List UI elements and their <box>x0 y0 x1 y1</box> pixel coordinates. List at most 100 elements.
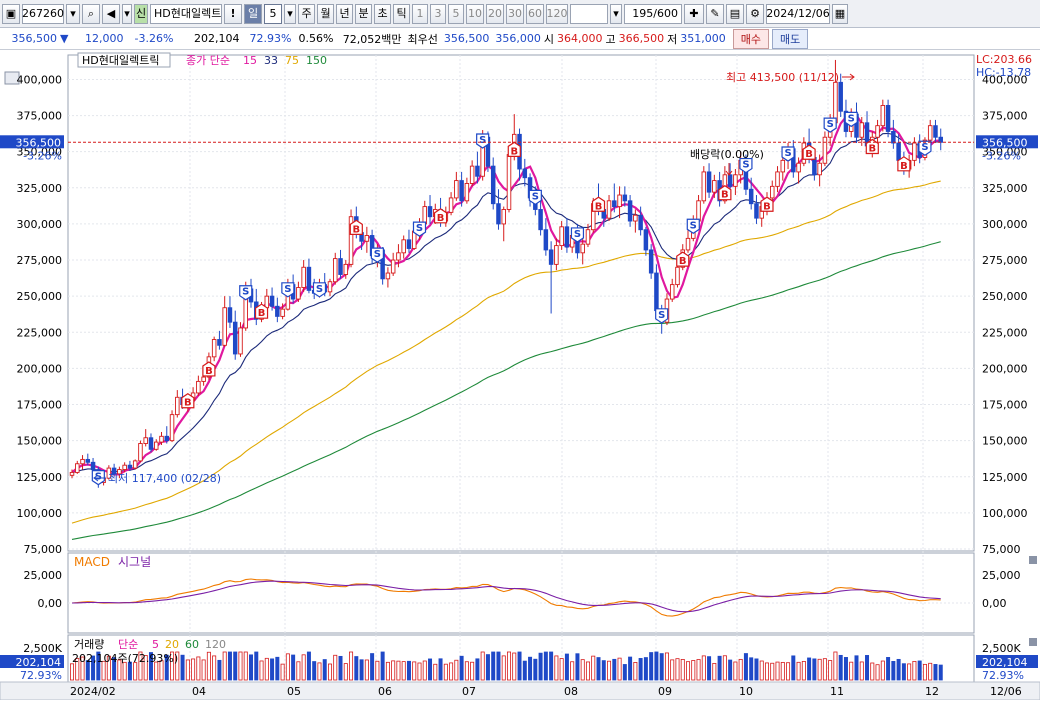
buy-signal-icon: B <box>760 196 774 212</box>
candle-body <box>712 180 717 193</box>
candle-body <box>554 245 559 265</box>
volume-bar <box>933 664 938 681</box>
candle-body <box>385 272 391 280</box>
change-rate: -3.26% <box>134 32 174 45</box>
price-tick-left: 300,000 <box>17 218 63 231</box>
volume-bar <box>391 660 396 681</box>
volume-ma-period: 20 <box>165 638 179 651</box>
volume-bar <box>854 655 859 681</box>
volume-bar <box>749 657 754 681</box>
candle-body <box>564 226 570 248</box>
price-tick-left: 200,000 <box>17 362 63 375</box>
interval-3[interactable]: 3 <box>430 3 446 24</box>
price-tick-left: 225,000 <box>17 326 63 339</box>
open-price: 364,000 <box>556 32 603 45</box>
interval-120[interactable]: 120 <box>546 3 568 24</box>
sell-signal-icon: S <box>312 282 327 298</box>
interval-5[interactable]: 5 <box>448 3 464 24</box>
volume-bar <box>280 663 285 681</box>
candle-body <box>638 214 643 231</box>
volume-bar <box>370 653 375 681</box>
sound-icon[interactable]: ◀ <box>102 3 120 24</box>
tab-day[interactable]: 일 <box>244 3 262 24</box>
interval-30[interactable]: 30 <box>506 3 524 24</box>
data-count-field[interactable]: 195/600 <box>624 3 682 24</box>
candle-body <box>422 206 428 225</box>
window-icon[interactable]: ▣ <box>2 3 20 24</box>
volume-bar <box>764 662 769 681</box>
candle-body <box>201 376 206 382</box>
tab-minute[interactable]: 분 <box>355 3 372 24</box>
buy-signal-icon: B <box>433 208 448 224</box>
volume-bar <box>596 657 601 681</box>
alert-icon[interactable]: ! <box>224 3 242 24</box>
volume-bar <box>585 661 590 681</box>
svg-text:S: S <box>95 472 102 483</box>
volume-bar <box>443 663 448 681</box>
search-icon[interactable]: ⌕ <box>82 3 100 24</box>
svg-text:B: B <box>900 161 908 172</box>
volume-tick-right: 2,500K <box>982 642 1021 655</box>
volume-label: 거래량 <box>74 638 104 651</box>
chevron-down-icon[interactable]: ▾ <box>66 3 80 24</box>
chevron-down-icon[interactable]: ▾ <box>122 3 132 24</box>
tab-year[interactable]: 년 <box>336 3 353 24</box>
interval-1[interactable]: 1 <box>412 3 428 24</box>
sell-button[interactable]: 매도 <box>771 28 809 49</box>
calendar-icon[interactable]: ▦ <box>832 3 848 24</box>
interval-10[interactable]: 10 <box>466 3 484 24</box>
save-icon[interactable]: ▤ <box>726 3 744 24</box>
date-field[interactable]: 2024/12/06 <box>766 3 830 24</box>
macd-tick-right: 0,00 <box>982 597 1007 610</box>
candle-body <box>390 259 396 274</box>
volume-bar <box>775 661 780 681</box>
volume-bar <box>296 661 301 681</box>
candle-body <box>343 263 349 275</box>
volume-bar <box>243 651 248 681</box>
volume-bar <box>449 662 454 681</box>
add-indicator-icon[interactable]: ✚ <box>684 3 704 24</box>
stock-code-input[interactable]: 267260 <box>22 3 64 24</box>
candle-body <box>469 165 475 184</box>
chevron-down-icon[interactable]: ▾ <box>284 3 296 24</box>
volume-bar <box>633 662 638 681</box>
gear-icon[interactable]: ⚙ <box>746 3 764 24</box>
interval-custom-input[interactable] <box>570 3 608 24</box>
volume-bar <box>164 654 169 681</box>
tab-month[interactable]: 월 <box>317 3 334 24</box>
volume-bar <box>385 661 390 681</box>
date-label: 2024/02 <box>70 685 116 698</box>
price-tick-right: 375,000 <box>982 110 1028 123</box>
ma15-line <box>71 132 941 473</box>
volume-bar <box>233 651 238 681</box>
volume-bar <box>912 660 917 681</box>
price-tick-left: 350,000 <box>17 146 63 159</box>
drawing-tool-icon[interactable]: ✎ <box>706 3 724 24</box>
interval-20[interactable]: 20 <box>486 3 504 24</box>
svg-text:B: B <box>353 224 361 235</box>
volume-bar <box>580 659 585 681</box>
volume-bar <box>291 654 296 681</box>
tab-tick[interactable]: 틱 <box>393 3 410 24</box>
candle-body <box>748 188 754 205</box>
volume-bar <box>570 661 575 681</box>
interval-60[interactable]: 60 <box>526 3 544 24</box>
candle-body <box>675 266 680 286</box>
candle-body <box>85 458 91 463</box>
svg-text:B: B <box>868 143 876 154</box>
volume-bar <box>896 658 901 681</box>
svg-text:S: S <box>921 142 928 153</box>
volume-bar <box>554 655 559 681</box>
candle-body <box>938 136 943 143</box>
candle-body <box>817 162 822 176</box>
tab-second[interactable]: 초 <box>374 3 391 24</box>
sell-signal-icon: S <box>655 308 669 324</box>
buy-button[interactable]: 매수 <box>732 28 769 49</box>
tab-week[interactable]: 주 <box>298 3 315 24</box>
period-number-select[interactable]: 5 <box>264 3 282 24</box>
volume-bar <box>701 655 706 681</box>
chevron-down-icon[interactable]: ▾ <box>610 3 622 24</box>
candle-body <box>733 174 738 187</box>
